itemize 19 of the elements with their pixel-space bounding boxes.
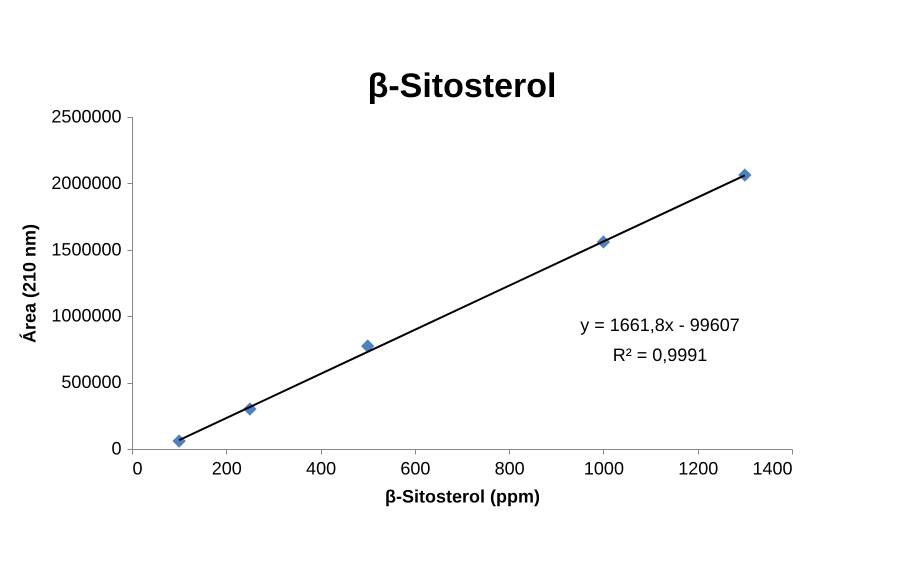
x-tick-label: 600	[400, 458, 430, 478]
x-tick-label: 200	[212, 458, 242, 478]
x-tick-label: 0	[132, 458, 143, 478]
y-tick-label: 1000000	[51, 306, 122, 326]
y-tick-label: 1500000	[51, 239, 122, 260]
x-tick-label: 1200	[678, 458, 718, 478]
y-axis-title: Área (210 nm)	[19, 224, 40, 344]
x-tick-label: 400	[306, 458, 336, 478]
annotation: R² = 0,9991	[612, 345, 708, 366]
x-tick-label: 1400	[752, 458, 792, 478]
y-tick-label: 2000000	[51, 172, 122, 193]
x-axis-title: β-Sitosterol (ppm)	[385, 486, 540, 506]
y-tick-label: 500000	[61, 372, 122, 392]
annotation: y = 1661,8x - 99607	[580, 315, 740, 336]
y-tick-label: 2500000	[51, 106, 122, 126]
x-tick-label: 800	[494, 458, 525, 478]
chart-title: β-Sitosterol	[368, 67, 556, 105]
x-tick-label: 1000	[584, 458, 624, 478]
y-tick-label: 0	[111, 438, 122, 458]
